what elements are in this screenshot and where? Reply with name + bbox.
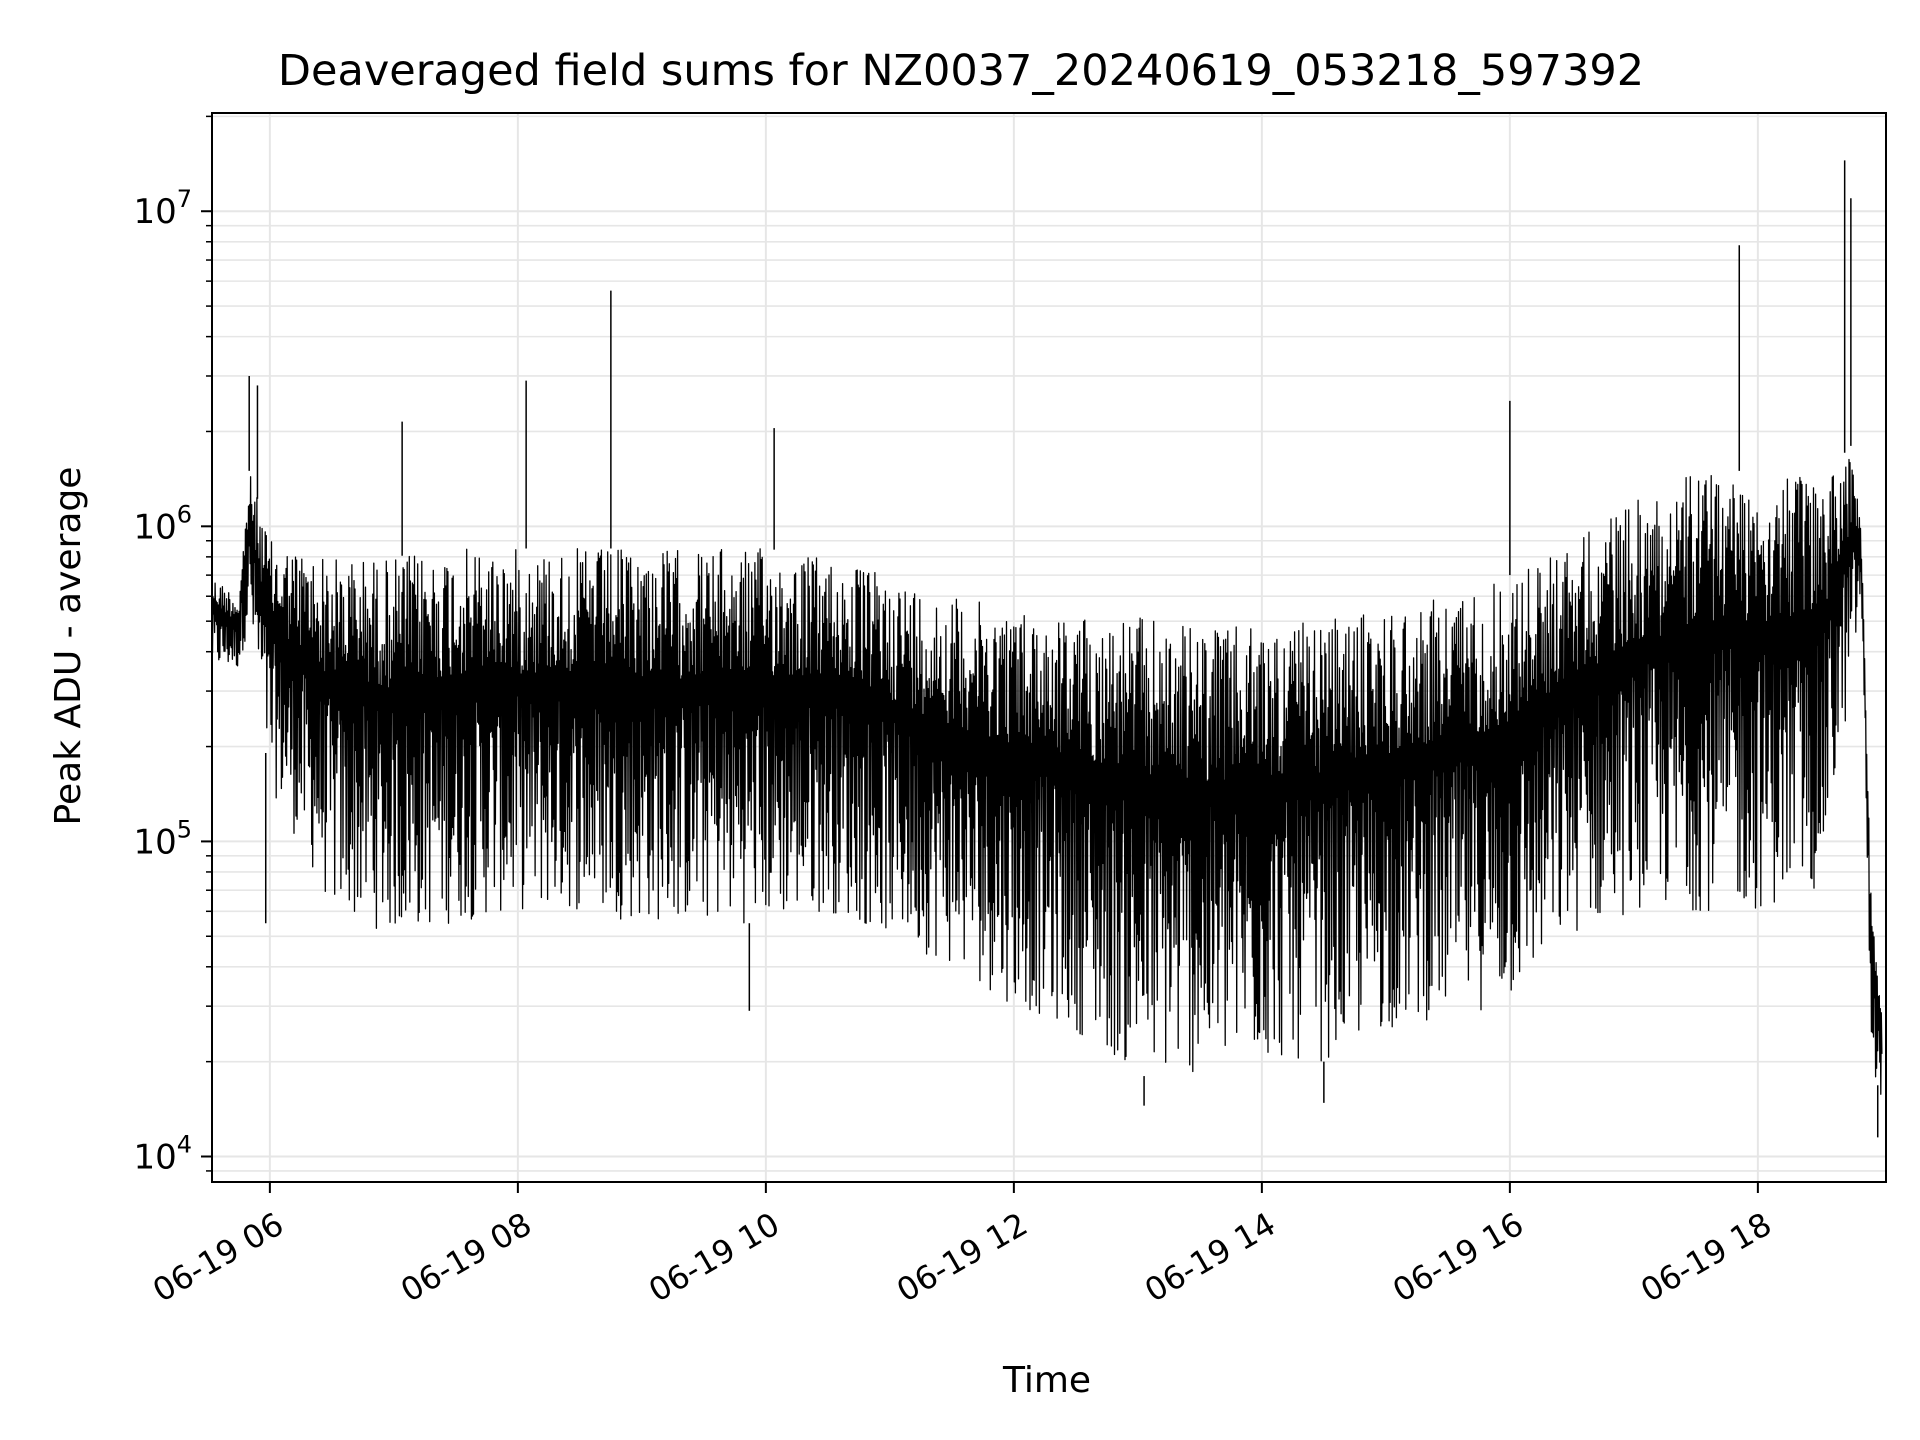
y-tick-label: 104 xyxy=(133,1131,192,1178)
y-tick-label: 107 xyxy=(133,185,192,232)
y-axis-label: Peak ADU - average xyxy=(48,467,89,826)
chart-title: Deaveraged field sums for NZ0037_2024061… xyxy=(278,46,1644,96)
x-axis-label: Time xyxy=(1002,1360,1091,1401)
y-tick-label: 106 xyxy=(133,500,192,547)
y-axis: 104 105 106 107 xyxy=(133,115,212,1178)
series-line xyxy=(211,458,1883,1095)
y-tick-label: 105 xyxy=(133,815,192,862)
series-peak-adu xyxy=(211,160,1883,1138)
plot-frame xyxy=(211,112,1887,1183)
